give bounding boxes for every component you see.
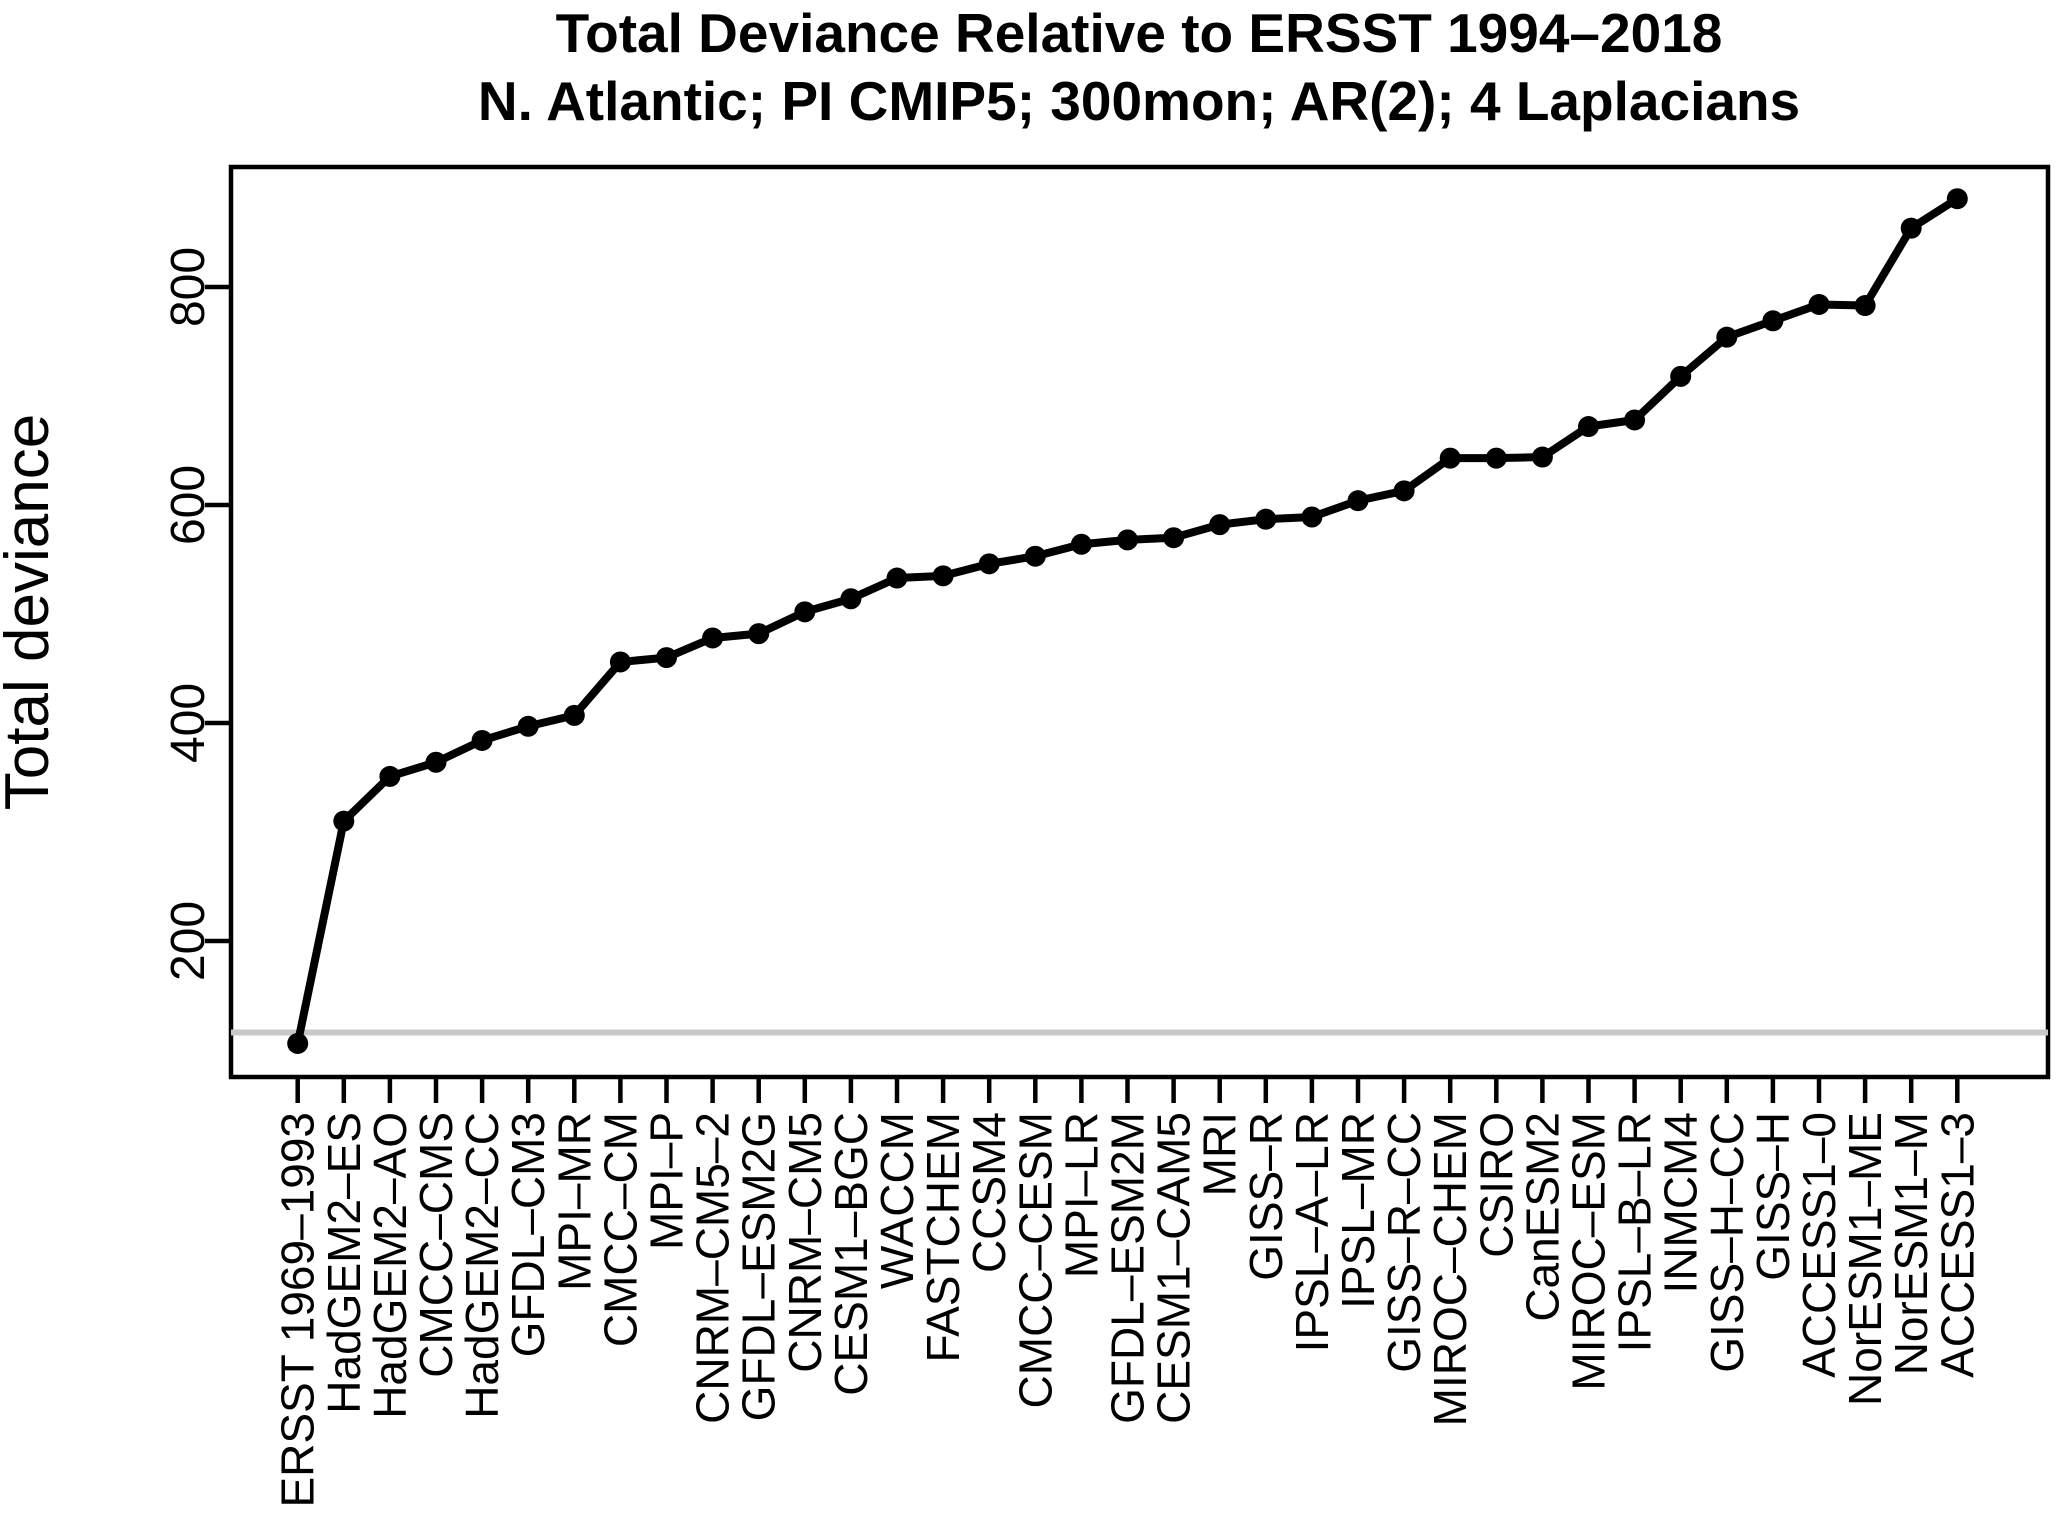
x-axis-label: HadGEM2–ES bbox=[318, 1112, 370, 1414]
y-tick-label: 600 bbox=[162, 465, 215, 545]
x-axis-label: CCSM4 bbox=[963, 1112, 1015, 1273]
x-axis-label: CNRM–CM5 bbox=[779, 1112, 831, 1373]
x-axis-label: CMCC–CMS bbox=[410, 1112, 462, 1378]
data-point bbox=[1070, 533, 1092, 555]
x-axis-label: GISS–R–CC bbox=[1378, 1112, 1430, 1373]
data-point bbox=[886, 567, 908, 589]
x-axis-label: MPI–MR bbox=[548, 1112, 600, 1291]
plot-frame bbox=[228, 164, 2051, 1080]
data-point bbox=[1439, 447, 1461, 469]
data-point bbox=[1670, 365, 1692, 387]
data-point bbox=[379, 765, 401, 787]
y-axis-title: Total deviance bbox=[0, 414, 62, 810]
x-axis-label: CSIRO bbox=[1470, 1112, 1522, 1258]
x-axis-label: ACCESS1–3 bbox=[1931, 1112, 1983, 1378]
x-axis-label: HadGEM2–AO bbox=[364, 1112, 416, 1419]
data-point bbox=[563, 704, 585, 726]
x-axis-label: WACCM bbox=[871, 1112, 923, 1289]
data-point bbox=[425, 751, 447, 773]
data-point bbox=[1255, 508, 1277, 530]
data-point bbox=[471, 729, 493, 751]
data-point bbox=[1900, 217, 1922, 239]
data-point bbox=[1117, 529, 1138, 551]
data-point bbox=[1808, 293, 1830, 315]
data-point bbox=[1163, 527, 1185, 549]
y-tick-label: 400 bbox=[162, 683, 215, 763]
x-axis-label: CMCC–CESM bbox=[1009, 1112, 1061, 1408]
x-axis-label: IPSL–MR bbox=[1332, 1112, 1384, 1309]
data-point bbox=[287, 1032, 309, 1054]
data-point bbox=[1209, 514, 1231, 536]
x-axis-label: GFDL–ESM2M bbox=[1102, 1112, 1154, 1424]
data-point bbox=[748, 623, 770, 645]
data-point bbox=[609, 651, 631, 673]
x-axis-label: MPI–P bbox=[641, 1112, 693, 1250]
x-axis-label: ERSST 1969–1993 bbox=[272, 1112, 324, 1508]
x-axis-label: CNRM–CM5–2 bbox=[687, 1112, 739, 1424]
x-axis-label: GISS–R bbox=[1240, 1112, 1292, 1281]
data-point bbox=[1347, 490, 1369, 512]
x-axis-label: CMCC–CM bbox=[594, 1112, 646, 1347]
series-line bbox=[293, 194, 1962, 1048]
chart-title: Total Deviance Relative to ERSST 1994–20… bbox=[556, 2, 1723, 64]
x-axis-label: FASTCHEM bbox=[917, 1112, 969, 1362]
data-point bbox=[840, 588, 862, 610]
x-axis-label: IPSL–A–LR bbox=[1286, 1112, 1338, 1352]
y-tick-label: 200 bbox=[162, 901, 215, 981]
x-axis-label: ACCESS1–0 bbox=[1793, 1112, 1845, 1378]
data-point bbox=[517, 715, 539, 737]
x-axis-label: IPSL–B–LR bbox=[1609, 1112, 1661, 1352]
data-point bbox=[794, 601, 816, 623]
x-axis-label: GISS–H bbox=[1747, 1112, 1799, 1281]
data-point bbox=[1024, 545, 1046, 567]
x-axis-label: NorESM1–M bbox=[1885, 1112, 1937, 1375]
data-point bbox=[1624, 409, 1646, 431]
x-axis-label: GISS–H–CC bbox=[1701, 1112, 1753, 1373]
chart-subtitle: N. Atlantic; PI CMIP5; 300mon; AR(2); 4 … bbox=[478, 70, 1800, 132]
x-axis-label: GFDL–ESM2G bbox=[733, 1112, 785, 1421]
y-tick-label: 800 bbox=[162, 247, 215, 327]
x-axis-label: INMCM4 bbox=[1655, 1112, 1707, 1293]
x-axis-label: MIROC–ESM bbox=[1563, 1112, 1615, 1391]
x-axis-label: CESM1–CAM5 bbox=[1148, 1112, 1200, 1424]
x-axis-label: MPI–LR bbox=[1055, 1112, 1107, 1278]
data-point bbox=[1762, 310, 1784, 332]
data-point bbox=[1485, 447, 1507, 469]
data-point bbox=[1393, 480, 1415, 502]
data-point bbox=[333, 810, 355, 832]
x-axis-label: HadGEM2–CC bbox=[456, 1112, 508, 1419]
x-axis-label: MIROC–CHEM bbox=[1424, 1112, 1476, 1426]
x-axis-label: NorESM1–ME bbox=[1839, 1112, 1891, 1406]
data-point bbox=[1716, 326, 1738, 348]
data-point bbox=[702, 627, 724, 649]
data-point bbox=[1301, 506, 1323, 528]
x-axis-label: CESM1–BGC bbox=[825, 1112, 877, 1396]
data-point bbox=[932, 565, 954, 587]
data-point bbox=[978, 553, 1000, 575]
data-point bbox=[1578, 416, 1599, 438]
x-axis-label: MRI bbox=[1194, 1112, 1246, 1196]
data-point bbox=[656, 647, 677, 669]
data-point bbox=[1854, 295, 1876, 317]
data-point bbox=[1531, 446, 1553, 468]
data-point bbox=[1946, 188, 1968, 210]
x-axis-label: CanESM2 bbox=[1516, 1112, 1568, 1322]
x-axis-label: GFDL–CM3 bbox=[502, 1112, 554, 1357]
